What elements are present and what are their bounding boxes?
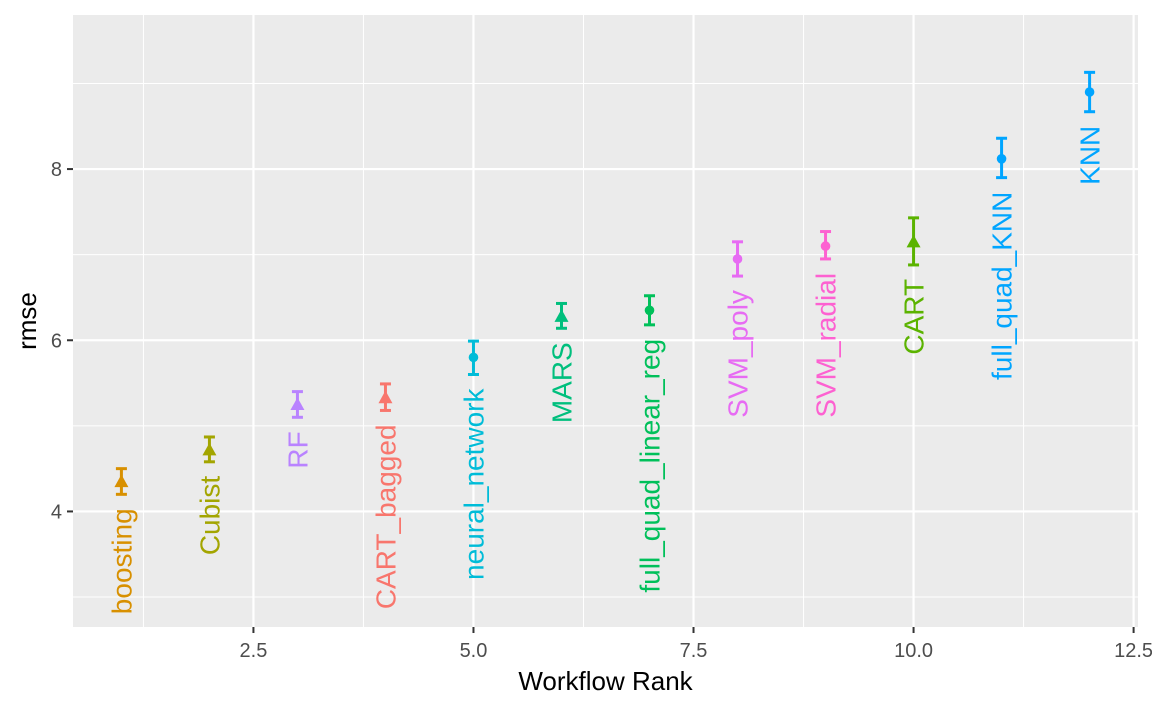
workflow-point-group: full_quad_linear_reg <box>635 294 666 593</box>
workflow-point-group: SVM_radial <box>811 230 842 418</box>
y-tick-label: 8 <box>51 159 62 181</box>
major-gridlines <box>73 15 1138 627</box>
point-marker-triangle <box>378 390 393 404</box>
point-label: full_quad_KNN <box>987 192 1018 380</box>
point-marker-triangle <box>202 442 217 456</box>
point-label: neural_network <box>458 388 489 580</box>
point-label: CART <box>899 279 930 355</box>
point-label: SVM_radial <box>811 273 842 418</box>
workflow-point-group: CART_bagged <box>370 382 401 609</box>
point-marker-circle <box>1084 87 1095 97</box>
point-marker-triangle <box>290 397 305 411</box>
point-label: KNN <box>1075 126 1106 185</box>
workflow-point-group: boosting <box>106 467 137 614</box>
point-label: boosting <box>106 508 137 614</box>
point-marker-triangle <box>906 234 921 248</box>
workflow-point-group: MARS <box>546 301 577 423</box>
point-label: MARS <box>546 342 577 423</box>
y-tick-label: 6 <box>51 330 62 352</box>
y-axis: 4 6 8 <box>51 159 73 523</box>
workflow-point-group: neural_network <box>458 339 489 580</box>
x-tick-label: 2.5 <box>240 640 268 662</box>
point-marker-circle <box>820 241 831 251</box>
x-tick-label: 12.5 <box>1114 640 1152 662</box>
point-marker-circle <box>732 254 743 264</box>
point-marker-circle <box>468 352 479 363</box>
point-label: full_quad_linear_reg <box>635 339 666 593</box>
workflow-point-group: RF <box>282 390 313 469</box>
point-label: SVM_poly <box>723 290 754 418</box>
x-axis: 2.5 5.0 7.5 10.0 12.5 <box>240 627 1152 662</box>
workflow-point-group: CART <box>899 216 930 355</box>
point-marker-triangle <box>114 474 129 488</box>
point-marker-circle <box>644 305 655 316</box>
point-label: RF <box>282 431 313 468</box>
x-tick-label: 10.0 <box>894 640 933 662</box>
point-label: CART_bagged <box>370 424 401 609</box>
workflow-point-group: Cubist <box>194 435 225 556</box>
y-axis-title: rmse <box>12 292 42 350</box>
data-marks: boosting Cubist RF CART_bagged neural_networ… <box>106 70 1106 614</box>
plot-panel <box>73 15 1138 627</box>
x-tick-label: 7.5 <box>680 640 708 662</box>
point-marker-triangle <box>554 309 569 322</box>
point-label: Cubist <box>194 476 225 556</box>
minor-gridlines <box>73 15 1138 627</box>
workflow-point-group: SVM_poly <box>723 240 754 418</box>
point-marker-circle <box>996 153 1007 164</box>
x-axis-title: Workflow Rank <box>518 666 693 696</box>
workflow-point-group: KNN <box>1075 70 1106 185</box>
workflow-point-group: full_quad_KNN <box>987 136 1018 380</box>
y-tick-label: 4 <box>51 501 62 523</box>
x-tick-label: 5.0 <box>460 640 488 662</box>
